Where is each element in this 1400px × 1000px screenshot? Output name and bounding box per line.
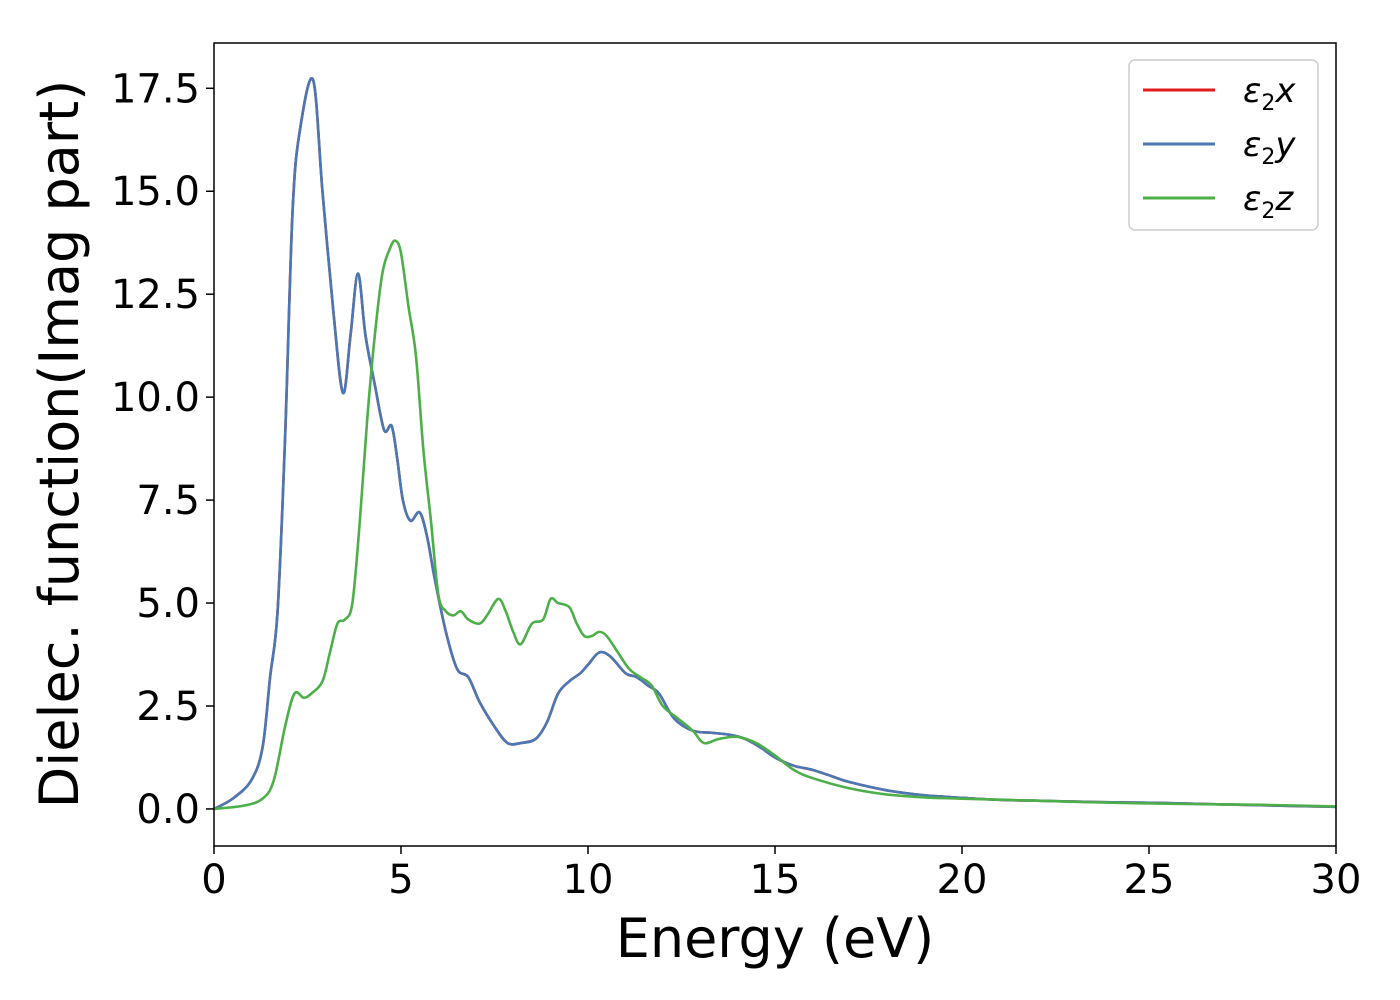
series-layer xyxy=(214,77,1336,811)
y-tick-label: 17.5 xyxy=(111,66,200,112)
y-tick-label: 15.0 xyxy=(111,169,200,215)
series-line-2 xyxy=(214,77,1336,811)
x-axis-title: Energy (eV) xyxy=(616,907,935,970)
legend-box xyxy=(1128,59,1319,231)
y-tick-label: 5.0 xyxy=(136,581,200,627)
x-tick-label: 20 xyxy=(937,857,988,903)
x-tick-label: 15 xyxy=(750,857,801,903)
legend-label-3: ε2z xyxy=(1243,179,1294,224)
y-tick-label: 7.5 xyxy=(136,478,200,524)
legend-label-1: ε2x xyxy=(1243,71,1296,116)
y-tick-label: 2.5 xyxy=(136,684,200,730)
y-tick-label: 12.5 xyxy=(111,272,200,318)
series-line-3 xyxy=(214,239,1336,811)
legend: ε2x ε2y ε2z xyxy=(1128,59,1319,231)
y-axis-title: Dielec. function(Imag part) xyxy=(28,80,91,809)
x-tick-label: 30 xyxy=(1311,857,1362,903)
y-tick-label: 10.0 xyxy=(111,375,200,421)
y-axis-ticks: 0.0 2.5 5.0 7.5 10.0 12.5 15.0 17.5 xyxy=(111,66,214,833)
x-axis-ticks: 0 5 10 15 20 25 30 xyxy=(201,846,1361,903)
legend-label-2: ε2y xyxy=(1243,125,1296,170)
y-tick-label: 0.0 xyxy=(136,787,200,833)
x-tick-label: 5 xyxy=(388,857,413,903)
x-tick-label: 0 xyxy=(201,857,226,903)
x-tick-label: 10 xyxy=(563,857,614,903)
x-tick-label: 25 xyxy=(1124,857,1175,903)
